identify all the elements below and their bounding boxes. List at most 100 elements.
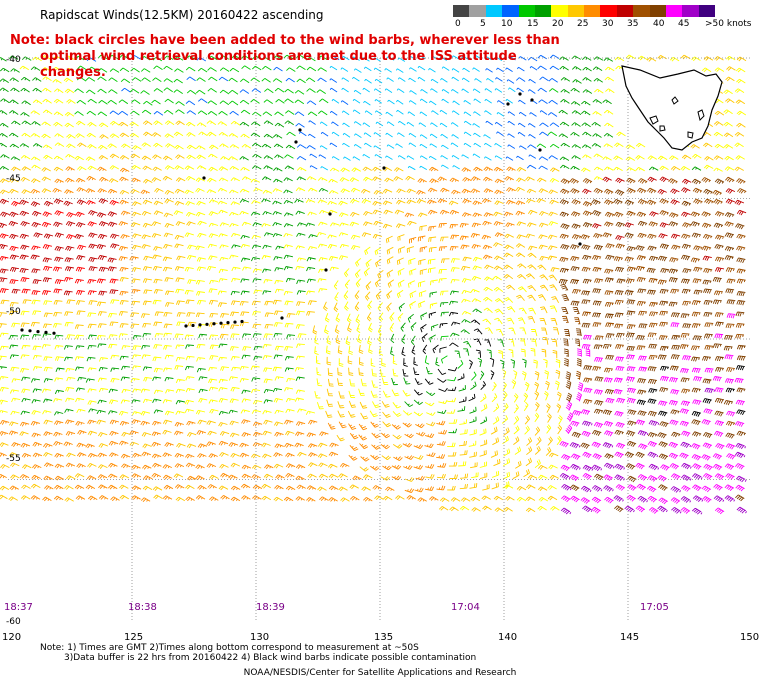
- wind-barb: [43, 154, 53, 160]
- wind-barb: [31, 410, 41, 415]
- wind-barb: [209, 312, 219, 318]
- wind-barb: [209, 279, 219, 285]
- wind-barb: [0, 485, 10, 491]
- wind-barb: [382, 188, 393, 194]
- wind-barb: [218, 111, 228, 116]
- wind-barb: [131, 165, 141, 170]
- wind-barb: [185, 299, 195, 305]
- wind-barb: [8, 496, 18, 502]
- wind-barb: [88, 210, 98, 216]
- wind-barb: [218, 166, 229, 172]
- wind-barb: [31, 432, 41, 438]
- wind-barb: [404, 433, 414, 439]
- wind-barb: [250, 99, 260, 104]
- wind-barb: [660, 268, 670, 274]
- wind-barb: [414, 378, 423, 385]
- wind-barb: [66, 99, 76, 104]
- wind-barb: [286, 313, 296, 318]
- wind-barb: [537, 294, 547, 301]
- wind-barb: [184, 189, 194, 195]
- wind-barb: [560, 244, 570, 250]
- wind-barb: [162, 464, 172, 469]
- legend-swatch: [485, 5, 503, 17]
- wind-barb: [96, 244, 107, 250]
- wind-barb: [605, 243, 615, 249]
- wind-barb: [350, 234, 361, 240]
- wind-barb: [427, 199, 437, 205]
- wind-barb: [142, 120, 153, 126]
- wind-barb: [339, 177, 350, 182]
- wind-barb: [253, 289, 263, 295]
- contamination-circle: [280, 316, 284, 320]
- wind-barb: [463, 131, 472, 137]
- wind-barb: [250, 365, 260, 370]
- wind-barb: [508, 338, 515, 347]
- wind-barb: [19, 431, 29, 437]
- wind-barb: [317, 77, 327, 83]
- wind-barb: [87, 462, 97, 468]
- wind-barb: [143, 100, 153, 106]
- wind-barb: [548, 78, 558, 83]
- wind-barb: [0, 243, 8, 250]
- wind-barb: [603, 485, 614, 492]
- wind-barb: [713, 131, 724, 137]
- wind-barb: [20, 221, 30, 227]
- wind-barb: [0, 57, 7, 62]
- wind-barb: [163, 367, 172, 372]
- wind-barb: [648, 354, 658, 360]
- wind-barb: [583, 399, 593, 405]
- lat-label-60: -60: [6, 617, 21, 627]
- wind-barb: [505, 284, 516, 291]
- wind-barb: [9, 254, 19, 260]
- wind-barb: [314, 346, 319, 356]
- wind-barb: [363, 221, 373, 227]
- wind-barb: [173, 89, 183, 94]
- wind-barb: [428, 155, 437, 161]
- wind-barb: [493, 265, 504, 271]
- wind-barb: [338, 255, 349, 261]
- wind-barb: [735, 463, 745, 470]
- wind-barb: [329, 110, 338, 116]
- wind-barb: [209, 408, 219, 414]
- wind-barb: [559, 211, 569, 218]
- wind-barb: [230, 356, 240, 361]
- wind-barb: [261, 495, 272, 501]
- wind-barb: [286, 334, 296, 339]
- wind-barb: [451, 321, 461, 326]
- tasmania-east-islands: [687, 109, 705, 139]
- wind-barb: [374, 495, 384, 501]
- wind-barb: [338, 200, 348, 206]
- wind-barb: [296, 279, 306, 285]
- wind-barb: [0, 323, 7, 328]
- wind-barb: [41, 176, 52, 182]
- wind-barb: [108, 312, 117, 318]
- wind-barb: [344, 268, 350, 278]
- wind-barb: [603, 57, 614, 62]
- wind-barb: [528, 307, 536, 315]
- wind-barb: [626, 354, 635, 360]
- wind-barb: [153, 409, 163, 414]
- wind-barb: [66, 143, 76, 149]
- wind-barb: [97, 474, 108, 479]
- wind-barb: [724, 495, 736, 502]
- wind-barb: [384, 68, 392, 73]
- wind-barb: [429, 100, 437, 106]
- wind-barb: [658, 410, 668, 417]
- wind-barb: [473, 111, 481, 116]
- lon-label-145: 145: [620, 632, 639, 643]
- wind-barb: [374, 110, 383, 115]
- wind-barb: [307, 443, 318, 449]
- wind-barb: [54, 232, 65, 238]
- wind-barb: [209, 474, 219, 480]
- wind-barb: [41, 344, 51, 349]
- wind-barb: [681, 187, 691, 193]
- wind-barb: [558, 278, 568, 285]
- wind-barb: [538, 222, 549, 228]
- wind-barb: [582, 420, 593, 427]
- wind-barb: [440, 133, 448, 139]
- wind-barb: [484, 156, 492, 161]
- wind-barb: [219, 256, 229, 262]
- wind-barb: [523, 469, 530, 478]
- wind-barb: [196, 165, 207, 170]
- wind-barb: [524, 425, 530, 435]
